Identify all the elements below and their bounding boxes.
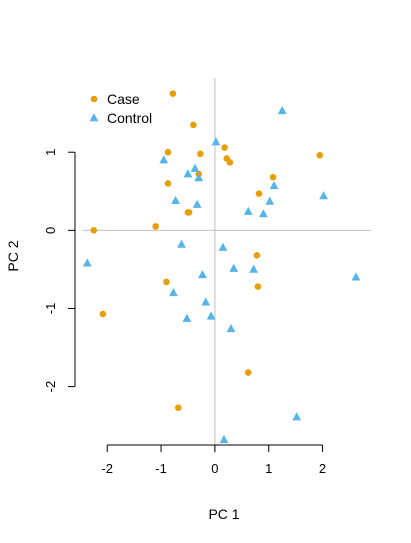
y-tick-label: 0 [43,227,58,234]
y-axis: -2 -1 0 1 [43,149,75,393]
control-data-point [229,264,238,272]
control-data-point [159,155,168,163]
control-data-point [249,265,258,273]
case-data-point [175,404,182,411]
x-tick-label: 1 [265,461,272,476]
legend-control-marker [90,113,99,121]
case-data-point [190,122,197,129]
case-data-point [165,149,172,156]
x-tick-label: 2 [319,461,326,476]
case-data-point [254,252,261,259]
reference-lines [83,78,371,453]
control-data-point [177,240,186,248]
x-tick-label: 0 [211,461,218,476]
case-data-point [245,369,252,376]
control-data-point [191,164,200,172]
case-data-point [152,223,159,230]
y-axis-title: PC 2 [5,240,21,271]
control-data-point [83,258,92,266]
x-tick-label: -2 [101,461,113,476]
control-data-point [352,272,361,280]
y-tick-label: -1 [43,303,58,315]
data-points [83,90,360,443]
case-data-point [170,90,177,97]
case-data-point [163,279,170,286]
case-data-point [185,209,192,216]
control-data-point [182,314,191,322]
control-data-point [169,288,178,296]
control-data-point [265,197,274,205]
case-data-point [100,311,107,318]
control-data-point [319,191,328,199]
control-data-point [219,243,228,251]
control-data-point [193,200,202,208]
case-data-point [197,150,204,157]
legend: Case Control [90,91,153,126]
control-data-point [259,209,268,217]
case-data-point [256,190,263,197]
case-data-point [90,227,97,234]
control-data-point [171,196,180,204]
case-data-point [227,159,234,166]
x-tick-label: -1 [155,461,167,476]
control-data-point [244,207,253,215]
control-data-point [212,137,221,145]
case-data-point [255,283,262,290]
control-data-point [292,412,301,420]
control-data-point [198,270,207,278]
case-data-point [270,174,277,181]
legend-case-label: Case [107,91,140,107]
control-data-point [184,169,193,177]
case-data-point [317,152,324,159]
legend-case-marker [91,96,98,103]
control-data-point [201,297,210,305]
x-axis: -2 -1 0 1 2 [101,445,326,476]
case-data-point [165,180,172,187]
x-axis-title: PC 1 [208,506,239,522]
y-tick-label: -2 [43,381,58,393]
control-data-point [220,435,229,443]
control-data-point [278,106,287,114]
case-data-point [221,144,228,151]
legend-control-label: Control [107,110,152,126]
control-data-point [270,181,279,189]
control-data-point [207,311,216,319]
y-tick-label: 1 [43,149,58,156]
control-data-point [227,324,236,332]
